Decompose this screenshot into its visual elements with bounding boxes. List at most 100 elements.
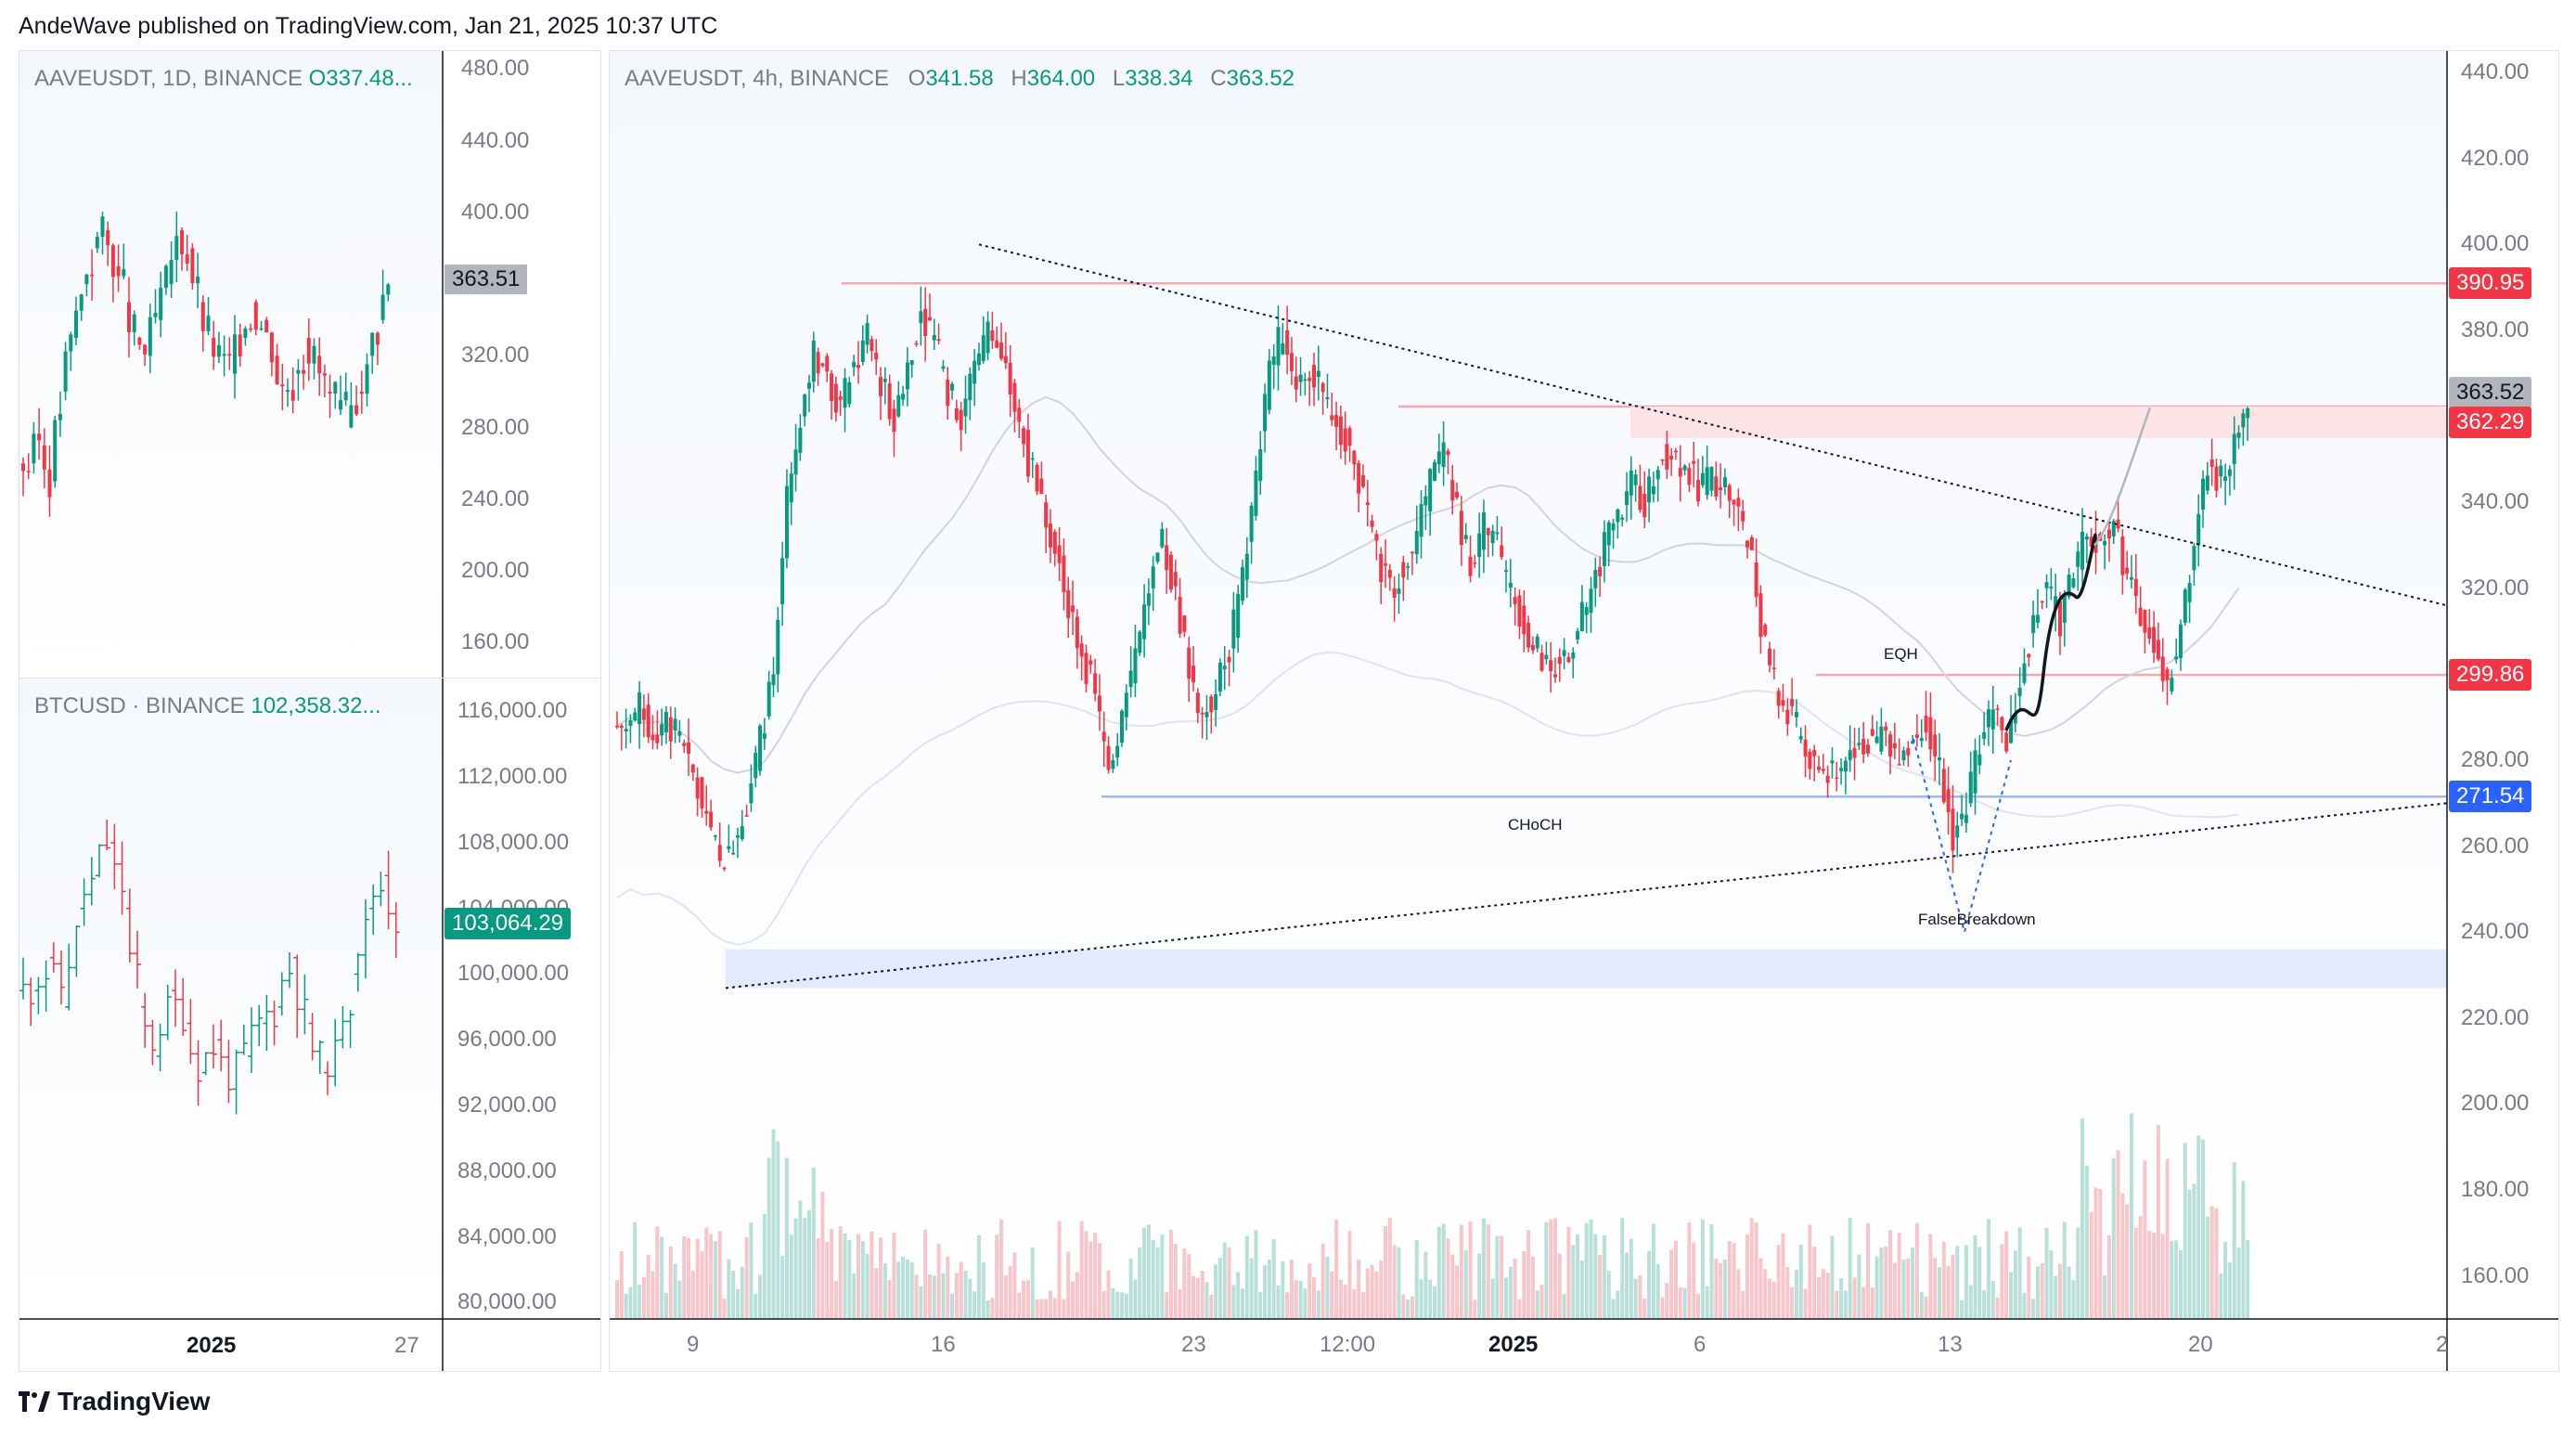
volume-bar xyxy=(624,1294,628,1319)
volume-bar xyxy=(1289,1260,1294,1319)
volume-bar xyxy=(923,1229,928,1319)
volume-bar xyxy=(2165,1158,2170,1319)
volume-bar xyxy=(663,1292,668,1319)
volume-bar xyxy=(731,1270,736,1319)
candle-body xyxy=(2205,475,2209,491)
candle-body xyxy=(1914,734,1919,738)
volume-bar xyxy=(1771,1281,1776,1319)
volume-bar xyxy=(1736,1269,1741,1319)
aave-daily-chart[interactable] xyxy=(19,51,600,679)
aave-4h-panel[interactable]: AAVEUSDT, 4h, BINANCE O341.58 H364.00 L3… xyxy=(609,50,2559,1372)
aave-daily-panel[interactable]: AAVEUSDT, 1D, BINANCE O337.48... 480.00 4… xyxy=(19,50,601,679)
volume-bar xyxy=(1419,1279,1423,1319)
candle-body xyxy=(1669,455,1674,460)
candle-body xyxy=(1217,662,1222,692)
candle-body xyxy=(1236,593,1241,639)
candle-body xyxy=(650,734,655,741)
candle-body xyxy=(1133,648,1138,684)
volume-bar xyxy=(905,1259,909,1319)
volume-bar xyxy=(1303,1288,1307,1319)
candle-body xyxy=(1320,382,1325,393)
daily-candle-body xyxy=(375,332,380,345)
moving-average-fast xyxy=(616,395,2240,774)
candle-body xyxy=(995,340,999,348)
descending-trendline[interactable] xyxy=(978,243,2448,607)
candle-body xyxy=(999,342,1004,359)
volume-bar xyxy=(1093,1233,1098,1319)
volume-bar xyxy=(2125,1204,2130,1319)
candle-body xyxy=(1861,738,1866,755)
volume-bar xyxy=(1768,1278,1772,1319)
candle-body xyxy=(1602,532,1606,566)
volume-bar xyxy=(2071,1280,2076,1319)
candle-body xyxy=(1865,744,1870,754)
volume-bar xyxy=(901,1257,906,1319)
candle-body xyxy=(869,339,874,352)
volume-bar xyxy=(1651,1223,1655,1319)
candle-body xyxy=(646,705,650,738)
candle-body xyxy=(1843,760,1848,772)
candle-body xyxy=(1660,459,1665,461)
volume-bar xyxy=(1360,1291,1365,1319)
candle-body xyxy=(1771,667,1776,669)
daily-candle-body xyxy=(312,345,316,364)
volume-bar xyxy=(1714,1259,1719,1319)
candle-body xyxy=(2054,596,2058,610)
candle-body xyxy=(1495,532,1500,535)
candle-body xyxy=(914,343,919,345)
candle-body xyxy=(807,382,812,389)
volume-bar xyxy=(727,1259,731,1319)
candle-body xyxy=(1504,570,1509,573)
ascending-trendline[interactable] xyxy=(725,802,2448,989)
false-breakdown-arrow[interactable] xyxy=(1913,738,2012,937)
btc-daily-panel[interactable]: BTCUSD · BINANCE 102,358.32... 116,000.0… xyxy=(19,678,601,1372)
volume-bar xyxy=(1549,1219,1553,1319)
candle-body xyxy=(1084,653,1088,685)
daily-candle-body xyxy=(32,433,36,464)
volume-bar xyxy=(1101,1290,1106,1319)
candle-body xyxy=(1977,754,1982,766)
candle-body xyxy=(1401,562,1406,578)
btc-daily-chart[interactable] xyxy=(19,679,600,1371)
candle-body xyxy=(2170,678,2174,692)
btc-daily-symbol: BTCUSD · BINANCE xyxy=(34,693,245,718)
candle-body xyxy=(1387,570,1392,578)
candle-body xyxy=(1477,533,1482,557)
volume-bar xyxy=(1968,1285,1973,1319)
volume-bar xyxy=(655,1226,660,1319)
candle-body xyxy=(1571,653,1576,659)
candle-body xyxy=(1982,731,1987,739)
tradingview-brand[interactable]: TradingView xyxy=(19,1387,210,1416)
candle-body xyxy=(820,363,825,367)
volume-bar xyxy=(1794,1270,1798,1319)
volume-bar xyxy=(2062,1222,2067,1319)
projected-path-continuation[interactable] xyxy=(2093,407,2152,547)
volume-bar xyxy=(1933,1258,1938,1319)
projected-path-drawing[interactable] xyxy=(2004,533,2097,731)
candle-body xyxy=(896,394,901,417)
candle-body xyxy=(1544,654,1549,660)
aave-4h-chart[interactable] xyxy=(610,51,2558,1371)
candle-body xyxy=(1463,535,1468,539)
candle-body xyxy=(1593,570,1598,588)
candle-body xyxy=(1214,693,1218,710)
volume-bar xyxy=(1463,1250,1468,1319)
candle-body xyxy=(700,777,704,808)
candle-body xyxy=(660,723,664,736)
volume-bar xyxy=(1357,1259,1361,1319)
volume-bar xyxy=(1598,1254,1603,1319)
volume-bar xyxy=(1387,1218,1392,1319)
volume-bar xyxy=(798,1200,803,1319)
candle-body xyxy=(946,380,950,407)
volume-bar xyxy=(744,1236,749,1319)
volume-bar xyxy=(1803,1288,1808,1319)
main-x-tick: 20 xyxy=(2188,1332,2213,1357)
candle-body xyxy=(780,558,785,605)
volume-bar xyxy=(1633,1278,1638,1319)
candle-body xyxy=(1191,666,1196,683)
candle-body xyxy=(677,730,682,736)
candle-body xyxy=(1138,631,1142,653)
annotation-eqh: EQH xyxy=(1884,645,1918,663)
volume-bar xyxy=(1133,1279,1138,1319)
volume-bar xyxy=(1865,1222,1870,1319)
